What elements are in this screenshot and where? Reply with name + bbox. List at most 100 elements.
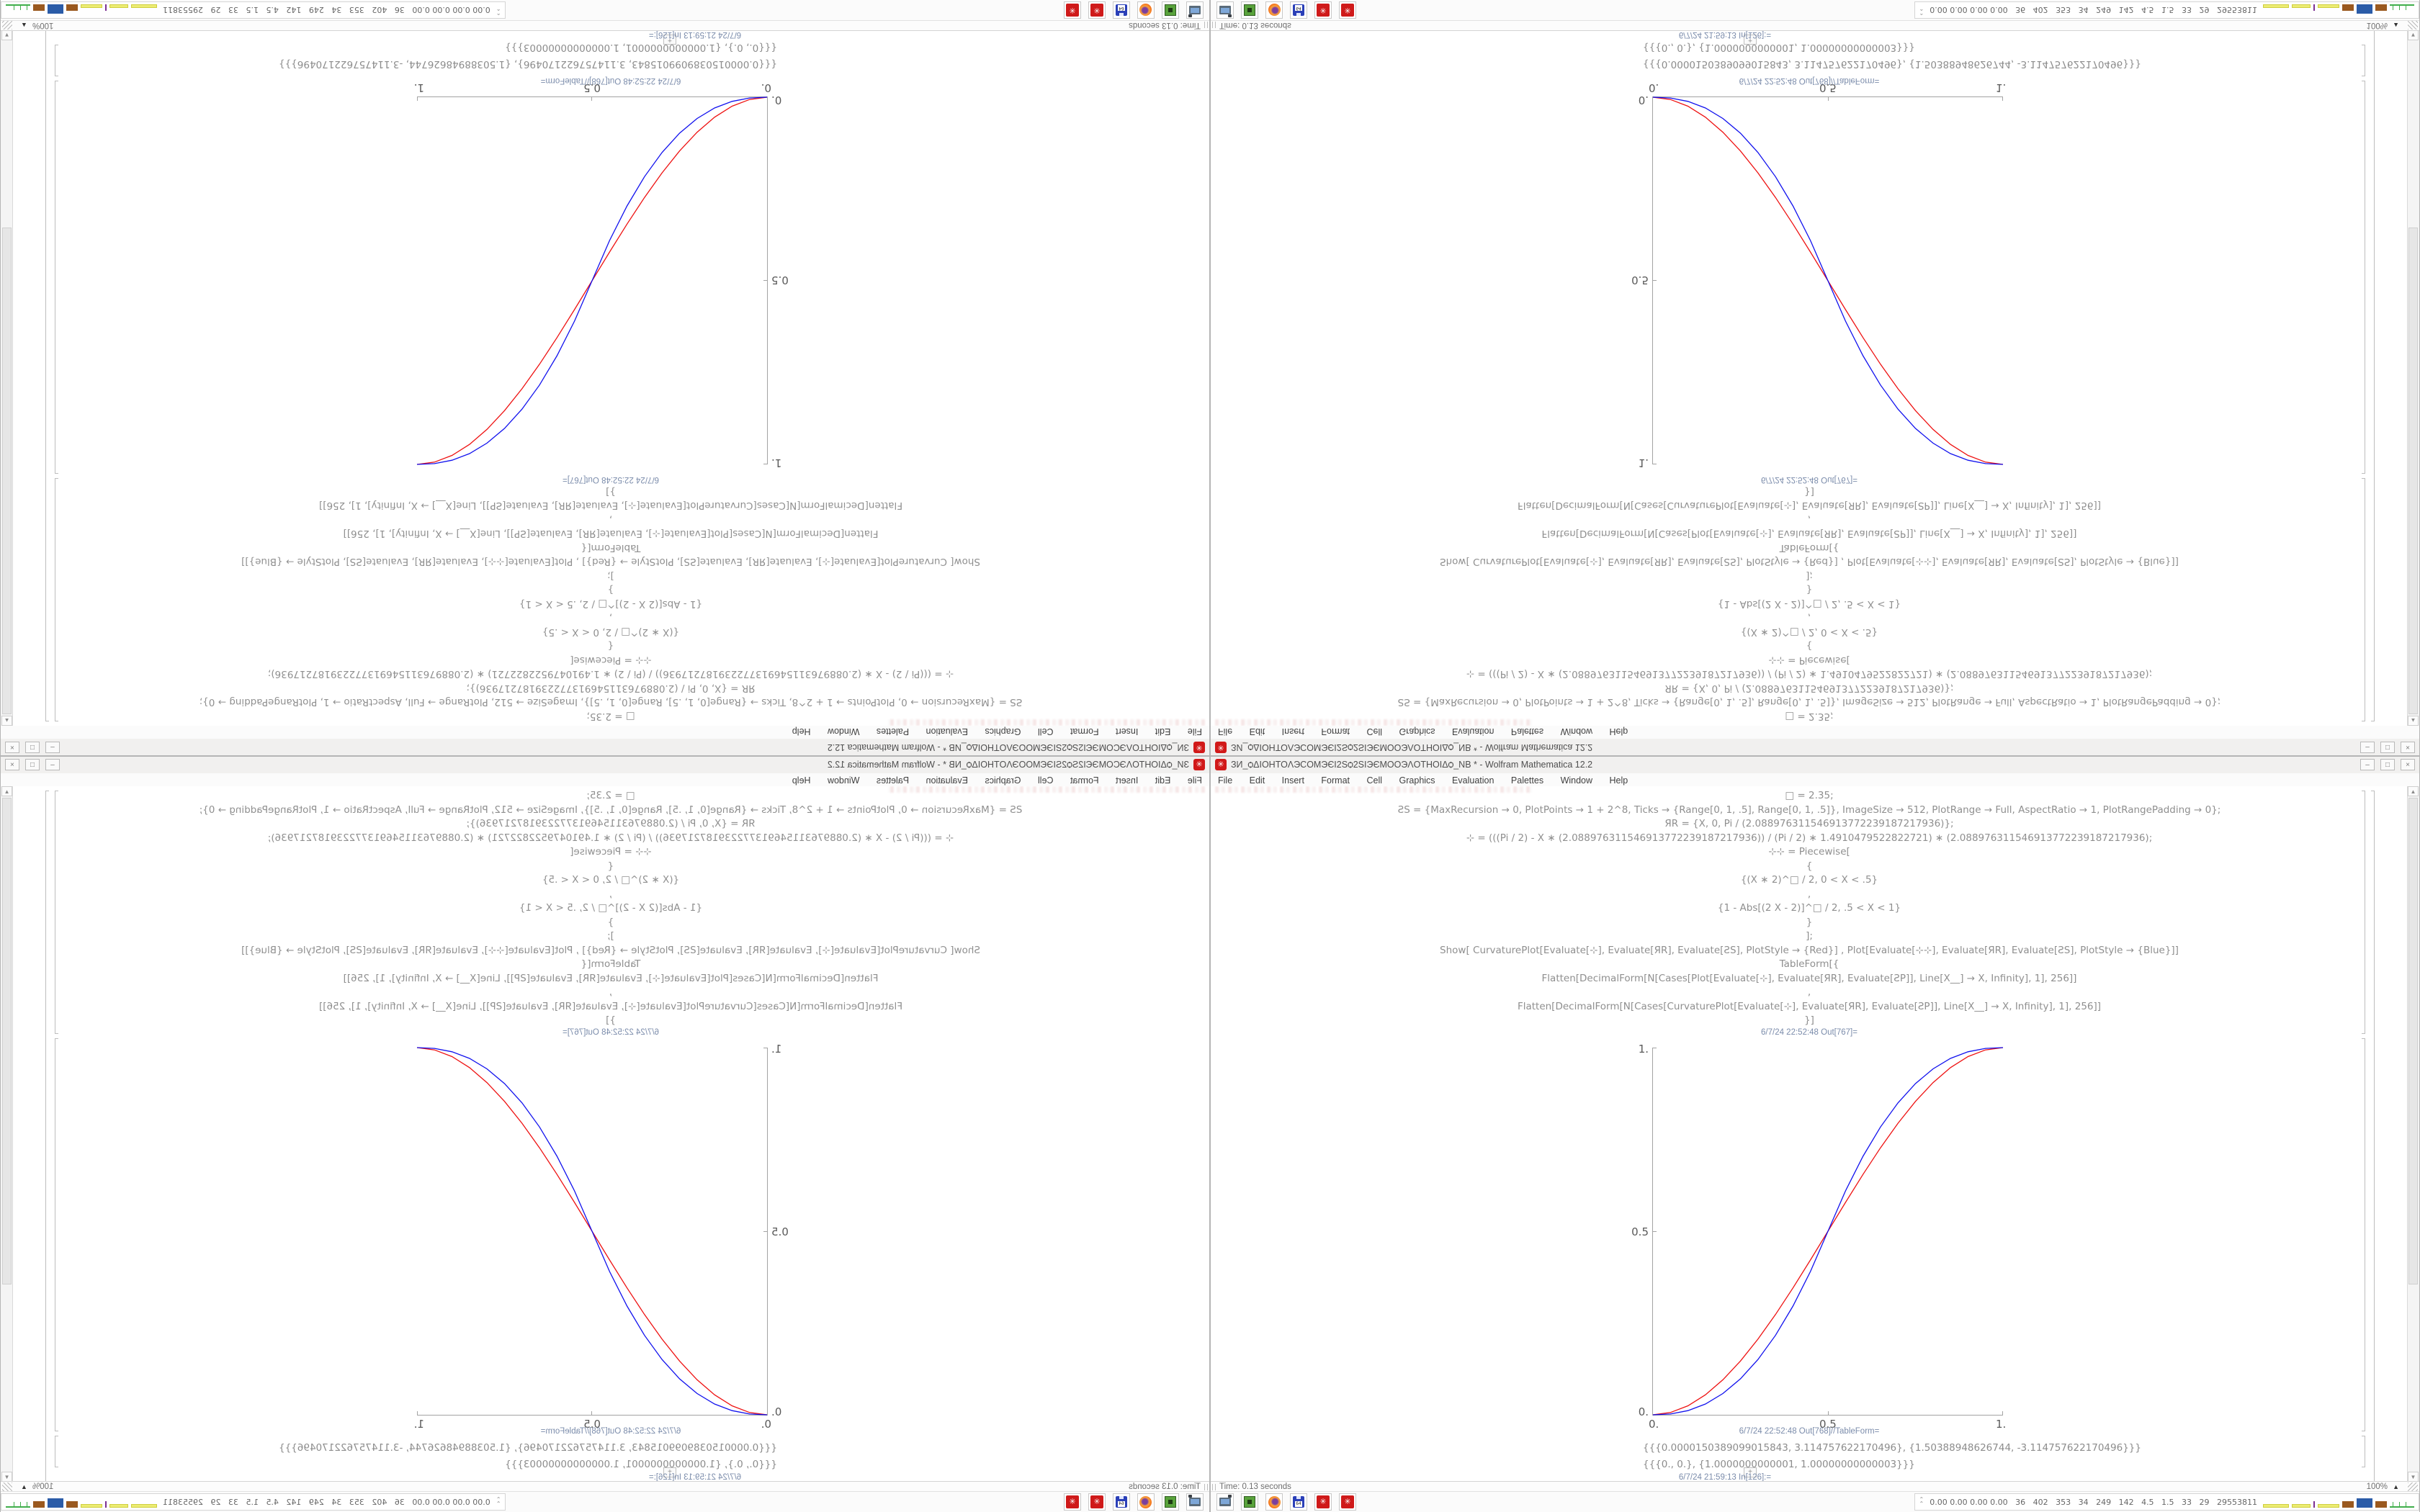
zoom-level[interactable]: 100% <box>32 21 54 30</box>
mathematica-icon-2[interactable]: ✳ <box>1339 1493 1356 1511</box>
menu-file[interactable]: File <box>1218 726 1233 737</box>
scrollbar-thumb[interactable] <box>2 227 12 714</box>
menu-cell[interactable]: Cell <box>1366 775 1383 786</box>
input-cell-code[interactable]: □ = 2.35; ƧS = {MaxRecursion → 0, PlotPo… <box>12 789 1209 1028</box>
floppy-64-icon[interactable]: 64 <box>1113 1 1130 19</box>
notebook-content[interactable]: □ = 2.35; ƧS = {MaxRecursion → 0, PlotPo… <box>1 786 1209 1482</box>
resize-grip-icon[interactable] <box>2408 21 2418 30</box>
menu-evaluation[interactable]: Evaluation <box>926 775 968 786</box>
mathematica-icon-2[interactable]: ✳ <box>1064 1493 1081 1511</box>
window-titlebar[interactable]: ✳ ЗИ_ѻΔIOHTOΛЭCOMЭЄI2Sѻ2SIЭЄMOOЭΛOTHOIΔѻ… <box>1211 757 2419 774</box>
menu-insert[interactable]: Insert <box>1281 726 1304 737</box>
vertical-scrollbar[interactable]: ▲ ▼ <box>2407 30 2419 726</box>
close-button[interactable]: × <box>5 759 19 770</box>
floppy-64-icon[interactable]: 64 <box>1113 1493 1130 1511</box>
menu-palettes[interactable]: Palettes <box>876 726 910 737</box>
menu-graphics[interactable]: Graphics <box>1399 775 1435 786</box>
menu-cell[interactable]: Cell <box>1037 726 1054 737</box>
window-titlebar[interactable]: ✳ ЗИ_ѻΔIOHTOΛЭCOMЭЄI2Sѻ2SIЭЄMOOЭΛOTHOIΔѻ… <box>1211 738 2419 755</box>
tray-expander-icon[interactable]: ⌃ ⌃ <box>1919 1496 1924 1507</box>
mathematica-icon[interactable]: ✳ <box>1088 1 1106 19</box>
cell-group-bracket[interactable] <box>45 30 49 721</box>
close-button[interactable]: × <box>2401 742 2415 753</box>
menu-edit[interactable]: Edit <box>1249 775 1265 786</box>
package-manager-icon[interactable] <box>1241 1493 1258 1511</box>
maximize-button[interactable]: □ <box>2380 759 2395 770</box>
plot-output-cell-bracket[interactable] <box>55 1038 58 1431</box>
scroll-up-icon[interactable]: ▲ <box>1 786 12 796</box>
menu-window[interactable]: Window <box>827 726 860 737</box>
menu-palettes[interactable]: Palettes <box>876 775 910 786</box>
mathematica-icon[interactable]: ✳ <box>1088 1493 1106 1511</box>
window-titlebar[interactable]: ✳ ЗИ_ѻΔIOHTOΛЭCOMЭЄI2Sѻ2SIЭЄMOOЭΛOTHOIΔѻ… <box>1 757 1209 774</box>
input-cell-bracket[interactable] <box>2362 791 2365 1034</box>
menu-help[interactable]: Help <box>792 726 811 737</box>
menu-edit[interactable]: Edit <box>1155 726 1171 737</box>
firefox-icon[interactable] <box>1137 1493 1155 1511</box>
scroll-down-icon[interactable]: ▼ <box>1 30 12 40</box>
mathematica-icon[interactable]: ✳ <box>1314 1493 1332 1511</box>
menu-window[interactable]: Window <box>1560 726 1593 737</box>
insert-cell-plus-icon[interactable]: + <box>1744 1467 1757 1477</box>
system-monitor-tray[interactable]: ⌃ ⌃ 0.00 0.00 0.00 0.00 36 402 353 34 249… <box>1 1493 506 1511</box>
firefox-icon[interactable] <box>1265 1 1283 19</box>
plot-output-cell-bracket[interactable] <box>55 81 58 474</box>
zoom-level[interactable]: 100% <box>2366 21 2388 30</box>
notebook-content[interactable]: □ = 2.35; ƧS = {MaxRecursion → 0, PlotPo… <box>1211 30 2419 726</box>
firefox-icon[interactable] <box>1137 1 1155 19</box>
menu-cell[interactable]: Cell <box>1037 775 1054 786</box>
resize-grip-icon[interactable] <box>2 21 12 30</box>
firefox-icon[interactable] <box>1265 1493 1283 1511</box>
menu-palettes[interactable]: Palettes <box>1510 775 1544 786</box>
plot-output-cell-bracket[interactable] <box>2362 1038 2365 1431</box>
screenshot-tool-icon[interactable] <box>1216 1493 1234 1511</box>
menu-cell[interactable]: Cell <box>1366 726 1383 737</box>
scrollbar-thumb[interactable] <box>2408 227 2418 714</box>
scroll-up-icon[interactable]: ▲ <box>2408 786 2419 796</box>
mathematica-icon-2[interactable]: ✳ <box>1339 1 1356 19</box>
floppy-64-icon[interactable]: 64 <box>1290 1493 1307 1511</box>
menu-file[interactable]: File <box>1218 775 1233 786</box>
package-manager-icon[interactable] <box>1162 1493 1179 1511</box>
mathematica-icon[interactable]: ✳ <box>1314 1 1332 19</box>
screenshot-tool-icon[interactable] <box>1186 1 1204 19</box>
menu-file[interactable]: File <box>1187 775 1202 786</box>
vertical-scrollbar[interactable]: ▲ ▼ <box>1 786 13 1482</box>
screenshot-tool-icon[interactable] <box>1186 1493 1204 1511</box>
table-output-cell-bracket[interactable] <box>2362 45 2365 76</box>
tray-expander-icon[interactable]: ⌃ ⌃ <box>1919 5 1924 16</box>
input-cell-bracket[interactable] <box>55 791 58 1034</box>
mathematica-icon-2[interactable]: ✳ <box>1064 1 1081 19</box>
maximize-button[interactable]: □ <box>25 759 40 770</box>
menu-help[interactable]: Help <box>792 775 811 786</box>
zoom-menu-arrow-icon[interactable]: ▲ <box>21 22 27 29</box>
plot-output-cell-bracket[interactable] <box>2362 81 2365 474</box>
vertical-scrollbar[interactable]: ▲ ▼ <box>1 30 13 726</box>
zoom-level[interactable]: 100% <box>2366 1482 2388 1491</box>
menu-window[interactable]: Window <box>1560 775 1593 786</box>
scrollbar-thumb[interactable] <box>2408 798 2418 1285</box>
scroll-up-icon[interactable]: ▲ <box>1 716 12 726</box>
scroll-down-icon[interactable]: ▼ <box>2408 1472 2419 1482</box>
menu-edit[interactable]: Edit <box>1155 775 1171 786</box>
menu-insert[interactable]: Insert <box>1116 726 1139 737</box>
menu-edit[interactable]: Edit <box>1249 726 1265 737</box>
menu-palettes[interactable]: Palettes <box>1510 726 1544 737</box>
cell-group-bracket[interactable] <box>2371 791 2375 1482</box>
floppy-64-icon[interactable]: 64 <box>1290 1 1307 19</box>
zoom-menu-arrow-icon[interactable]: ▲ <box>2393 1483 2399 1490</box>
minimize-button[interactable]: – <box>2360 742 2375 753</box>
table-output-cell-bracket[interactable] <box>55 45 58 76</box>
close-button[interactable]: × <box>5 742 19 753</box>
menu-evaluation[interactable]: Evaluation <box>1452 726 1494 737</box>
notebook-content[interactable]: □ = 2.35; ƧS = {MaxRecursion → 0, PlotPo… <box>1211 786 2419 1482</box>
tray-expander-icon[interactable]: ⌃ ⌃ <box>496 5 501 16</box>
menu-help[interactable]: Help <box>1609 775 1628 786</box>
zoom-menu-arrow-icon[interactable]: ▲ <box>2393 22 2399 29</box>
cell-group-bracket[interactable] <box>45 791 49 1482</box>
vertical-scrollbar[interactable]: ▲ ▼ <box>2407 786 2419 1482</box>
maximize-button[interactable]: □ <box>25 742 40 753</box>
menu-format[interactable]: Format <box>1070 775 1099 786</box>
table-output-cell-bracket[interactable] <box>55 1436 58 1467</box>
menu-graphics[interactable]: Graphics <box>1399 726 1435 737</box>
